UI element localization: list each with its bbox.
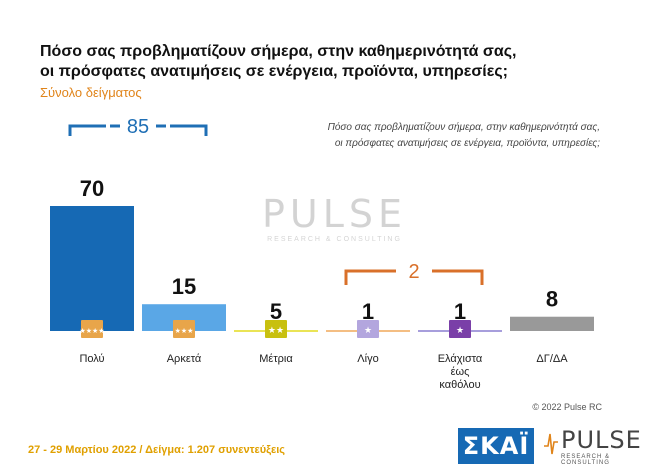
category-label: Μέτρια [259, 353, 293, 365]
group-total-label: 2 [408, 261, 419, 283]
title-line-1: Πόσο σας προβληματίζουν σήμερα, στην καθ… [40, 43, 517, 60]
pulse-logo-sub: RESEARCH & CONSULTING [561, 454, 611, 466]
group-bracket [432, 269, 484, 285]
title-line-2: οι πρόσφατες ανατιμήσεις σε ενέργεια, πρ… [40, 63, 508, 80]
watermark-sub: RESEARCH & CONSULTING [267, 236, 402, 243]
group-bracket [170, 124, 208, 136]
star-icon: ★★ [268, 326, 284, 336]
skai-logo: ΣΚΑΪ [458, 428, 534, 464]
data-label: 8 [546, 287, 558, 312]
category-label: Λίγο [357, 353, 378, 365]
rating-icon [357, 320, 379, 338]
data-label: 15 [172, 274, 196, 299]
category-label: Πολύ [79, 353, 104, 365]
group-bracket [344, 269, 396, 285]
pulse-watermark: PULSE RESEARCH & CONSULTING [262, 192, 407, 243]
question-line-2: οι πρόσφατες ανατιμήσεις σε ενέργεια, πρ… [334, 138, 600, 149]
data-label: 5 [270, 299, 282, 324]
question-line-1: Πόσο σας προβληματίζουν σήμερα, στην καθ… [327, 122, 600, 133]
chart-title: Πόσο σας προβληματίζουν σήμερα, στην καθ… [40, 42, 600, 82]
data-label: 70 [80, 176, 104, 201]
pulse-logo-text: PULSE [561, 426, 642, 454]
category-label: Αρκετά [167, 353, 202, 365]
rating-icon [265, 320, 287, 338]
chart-subtitle: Σύνολο δείγματος [40, 85, 142, 100]
rating-icon [81, 320, 103, 338]
star-icon: ★★★★ [79, 327, 104, 335]
star-icon: ★★★ [175, 327, 194, 335]
bar [50, 206, 134, 331]
group-total-label: 85 [127, 116, 149, 138]
star-icon: ★ [364, 326, 372, 336]
category-label: έως [451, 366, 470, 378]
star-icon: ★ [456, 326, 464, 336]
category-label: ΔΓ/ΔΑ [536, 353, 568, 365]
data-label: 1 [362, 299, 374, 324]
copyright: © 2022 Pulse RC [532, 402, 602, 412]
pulse-wave-icon [544, 433, 558, 455]
pulse-logo: PULSE RESEARCH & CONSULTING [543, 426, 643, 466]
rating-icon [173, 320, 195, 338]
bar [510, 316, 594, 331]
category-label: καθόλου [439, 379, 480, 391]
category-label: Ελάχιστα [438, 353, 483, 365]
watermark-main: PULSE [262, 192, 408, 236]
question-text: Πόσο σας προβληματίζουν σήμερα, στην καθ… [220, 120, 600, 152]
rating-icon [449, 320, 471, 338]
survey-footer: 27 - 29 Μαρτίου 2022 / Δείγμα: 1.207 συν… [28, 444, 286, 456]
group-bracket [68, 124, 106, 136]
data-label: 1 [454, 299, 466, 324]
